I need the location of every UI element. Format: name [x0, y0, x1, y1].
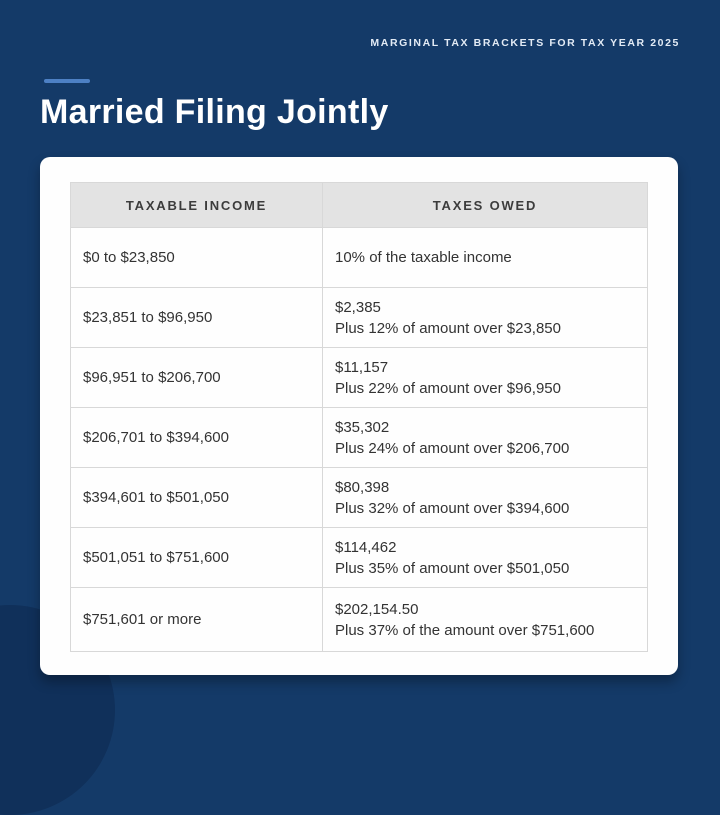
table-card: TAXABLE INCOME TAXES OWED $0 to $23,850 1… [40, 157, 678, 675]
taxes-owed-detail: Plus 32% of amount over $394,600 [335, 499, 570, 517]
taxes-owed-cell: $114,462 Plus 35% of amount over $501,050 [322, 527, 648, 588]
taxable-income-cell: $0 to $23,850 [70, 227, 323, 288]
taxes-owed-cell: 10% of the taxable income [322, 227, 648, 288]
tagline: MARGINAL TAX BRACKETS FOR TAX YEAR 2025 [370, 37, 680, 49]
table-row: $394,601 to $501,050 $80,398 Plus 32% of a… [70, 467, 648, 528]
table-row: $23,851 to $96,950 $2,385 Plus 12% of amou… [70, 287, 648, 348]
column-header-taxes-owed: TAXES OWED [322, 182, 648, 228]
taxes-owed-detail: Plus 35% of amount over $501,050 [335, 559, 570, 577]
table-row: $751,601 or more $202,154.50 Plus 37% of t… [70, 587, 648, 652]
taxes-owed-base: $80,398 [335, 478, 390, 496]
table-row: $0 to $23,850 10% of the taxable income [70, 227, 648, 288]
taxes-owed-detail: 10% of the taxable income [335, 249, 512, 266]
taxes-owed-base: $2,385 [335, 298, 381, 316]
taxable-income-cell: $96,951 to $206,700 [70, 347, 323, 408]
taxes-owed-detail: Plus 37% of the amount over $751,600 [335, 621, 595, 639]
taxes-owed-detail: Plus 12% of amount over $23,850 [335, 319, 561, 337]
taxes-owed-base: $202,154.50 [335, 600, 419, 618]
taxes-owed-cell: $11,157 Plus 22% of amount over $96,950 [322, 347, 648, 408]
taxes-owed-base: $114,462 [335, 538, 397, 556]
table-row: $206,701 to $394,600 $35,302 Plus 24% of a… [70, 407, 648, 468]
taxes-owed-cell: $80,398 Plus 32% of amount over $394,600 [322, 467, 648, 528]
taxes-owed-detail: Plus 22% of amount over $96,950 [335, 379, 561, 397]
taxes-owed-detail: Plus 24% of amount over $206,700 [335, 439, 570, 457]
table-row: $96,951 to $206,700 $11,157 Plus 22% of am… [70, 347, 648, 408]
taxable-income-cell: $394,601 to $501,050 [70, 467, 323, 528]
column-header-taxable-income: TAXABLE INCOME [70, 182, 323, 228]
taxes-owed-cell: $202,154.50 Plus 37% of the amount over $… [322, 587, 648, 652]
taxes-owed-cell: $2,385 Plus 12% of amount over $23,850 [322, 287, 648, 348]
table-header-row: TAXABLE INCOME TAXES OWED [70, 182, 648, 228]
taxable-income-cell: $751,601 or more [70, 587, 323, 652]
accent-dash [44, 79, 90, 83]
taxes-owed-base: $11,157 [335, 358, 389, 376]
taxes-owed-cell: $35,302 Plus 24% of amount over $206,700 [322, 407, 648, 468]
taxable-income-cell: $501,051 to $751,600 [70, 527, 323, 588]
tax-brackets-table: TAXABLE INCOME TAXES OWED $0 to $23,850 1… [70, 182, 648, 652]
table-row: $501,051 to $751,600 $114,462 Plus 35% of … [70, 527, 648, 588]
taxable-income-cell: $23,851 to $96,950 [70, 287, 323, 348]
taxes-owed-base: $35,302 [335, 418, 390, 436]
taxable-income-cell: $206,701 to $394,600 [70, 407, 323, 468]
page-title: Married Filing Jointly [40, 93, 389, 131]
